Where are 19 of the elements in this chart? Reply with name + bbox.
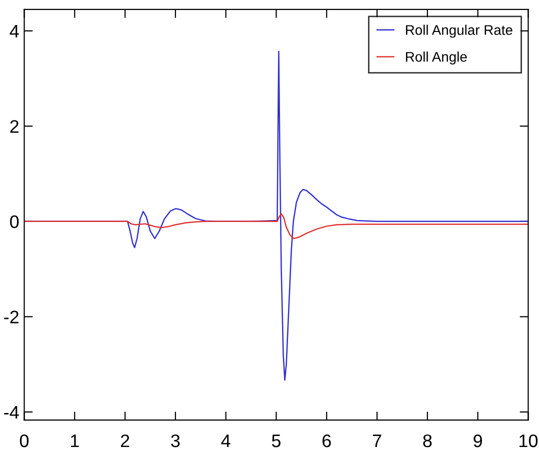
x-tick-label: 10 xyxy=(520,434,538,448)
y-tick-label: -4 xyxy=(4,406,19,419)
x-tick-label: 1 xyxy=(71,434,79,448)
x-tick-label: 6 xyxy=(322,434,331,448)
x-tick-label: 3 xyxy=(171,434,180,448)
legend-label: Roll Angular Rate xyxy=(406,24,512,38)
y-tick-label: 4 xyxy=(10,25,19,38)
y-tick-label: 0 xyxy=(10,215,19,228)
line-series xyxy=(24,213,528,240)
y-tick-label: 2 xyxy=(10,120,18,133)
x-tick-label: 9 xyxy=(474,434,482,448)
x-tick-label: 5 xyxy=(272,434,280,448)
y-tick-label: -2 xyxy=(4,310,18,324)
x-tick-label: 7 xyxy=(372,434,382,448)
x-tick-label: 2 xyxy=(120,434,130,448)
x-tick-label: 8 xyxy=(423,434,432,448)
x-tick-label: 0 xyxy=(20,434,29,448)
x-tick-label: 4 xyxy=(221,434,230,448)
legend-label: Roll Angle xyxy=(406,52,467,64)
